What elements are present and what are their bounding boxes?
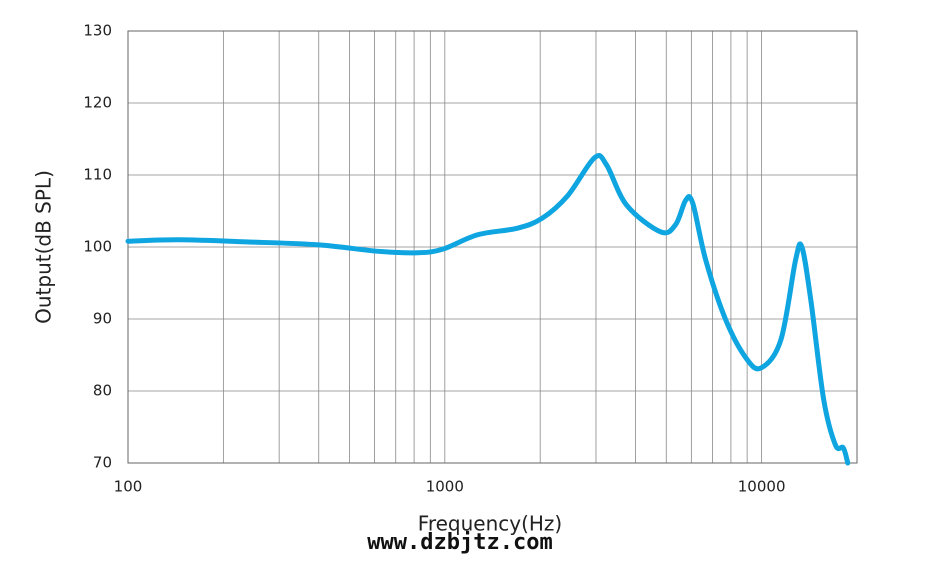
- y-tick-label: 130: [83, 22, 112, 40]
- y-tick-label: 120: [83, 94, 112, 112]
- plot-frame: [127, 30, 858, 464]
- watermark: www.dzbjtz.com: [367, 530, 552, 555]
- x-tick-label: 100: [114, 478, 143, 496]
- y-axis-label: Output(dB SPL): [32, 170, 56, 324]
- x-axis-label: Frequency(Hz): [418, 512, 562, 536]
- response-line: [125, 153, 851, 466]
- x-tick-label: 10000: [738, 478, 786, 496]
- y-tick-label: 100: [83, 238, 112, 256]
- y-tick-label: 80: [93, 382, 112, 400]
- y-tick-label: 90: [93, 310, 112, 328]
- x-tick-label: 1000: [426, 478, 464, 496]
- y-tick-label: 70: [93, 454, 112, 472]
- y-tick-label: 110: [83, 166, 112, 184]
